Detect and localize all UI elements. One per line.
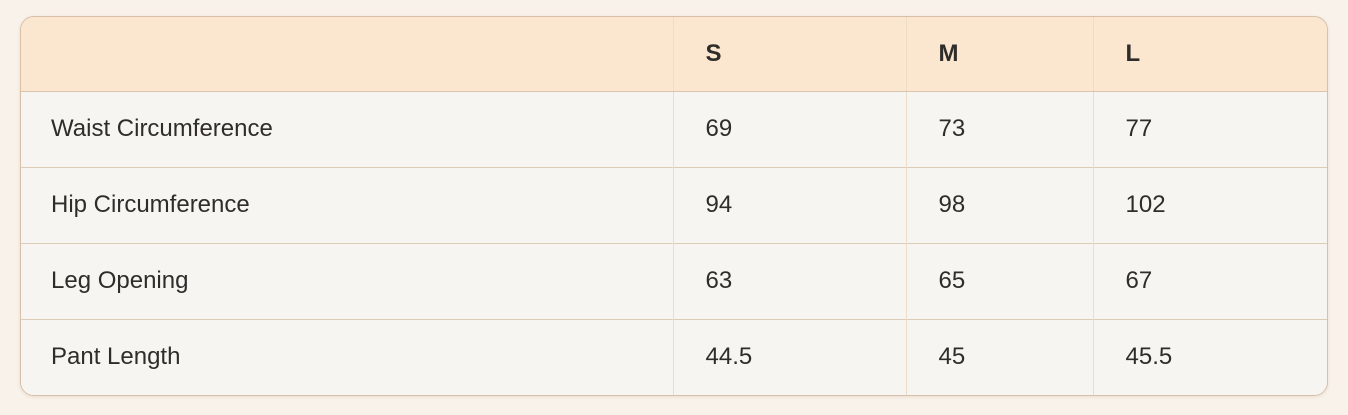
measurement-value: 45: [905, 318, 1093, 395]
column-header-s: S: [672, 17, 906, 92]
measurement-value: 69: [672, 91, 906, 167]
row-label: Waist Circumference: [51, 115, 273, 142]
measurement-value: 44.5: [672, 318, 906, 395]
column-header-l: L: [1092, 17, 1327, 92]
column-header-m: M: [905, 17, 1093, 92]
size-chart-body: Waist Circumference 69 73 77 Hip Circumferen…: [21, 91, 1327, 395]
table-row: Pant Length 44.5 45 45.5: [21, 318, 1327, 395]
measurement-value: 94: [672, 166, 906, 243]
table-row: Leg Opening 63 65 67: [21, 242, 1327, 319]
measurement-value: 77: [1092, 91, 1327, 167]
measurement-value: 65: [905, 242, 1093, 319]
row-label: Leg Opening: [21, 242, 673, 319]
row-label: Hip Circumference: [21, 166, 673, 243]
row-label: Pant Length: [21, 318, 673, 395]
measurement-value: 98: [905, 166, 1093, 243]
measurement-value: 63: [672, 242, 906, 319]
measurement-value: 45.5: [1092, 318, 1327, 395]
table-row: Waist Circumference 69 73 77: [21, 91, 1327, 167]
column-header-empty: [21, 17, 673, 92]
measurement-value: 67: [1092, 242, 1327, 319]
measurement-value: 73: [905, 91, 1093, 167]
table-row: Hip Circumference 94 98 102: [21, 166, 1327, 243]
measurement-value: 102: [1092, 166, 1327, 243]
